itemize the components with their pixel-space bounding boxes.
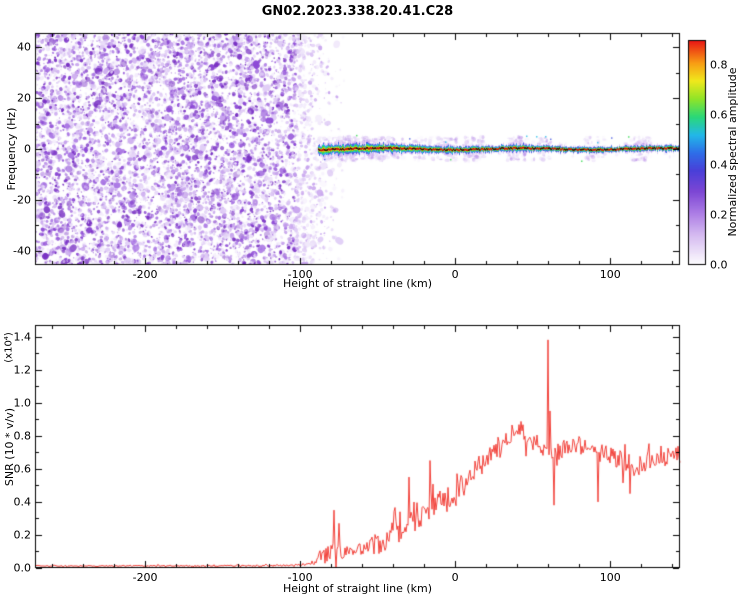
spectrogram-y-tick-label: 20 [17, 91, 31, 105]
spectrogram-y-tick-label: -20 [13, 193, 31, 207]
spectrogram-x-tick-label: 100 [599, 268, 621, 281]
snr-y-tick-label: 0.6 [13, 462, 32, 476]
spectrogram-x-tick-label: -200 [132, 268, 158, 281]
spectrogram-xlabel: Height of straight line (km) [282, 277, 433, 290]
snr-y-tick-label: 0.4 [13, 495, 32, 509]
colorbar-tick-label: 0.0 [710, 258, 728, 272]
spectrogram-x-tick-label: 0 [451, 268, 459, 281]
colorbar-tick-label: 0.8 [710, 58, 728, 72]
snr-xlabel: Height of straight line (km) [282, 582, 433, 595]
snr-y-tick-label: 1.2 [13, 363, 32, 377]
snr-y-tick-label: 1.0 [13, 396, 32, 410]
snr-x-tick-label: -100 [287, 571, 313, 584]
snr-x-tick-label: 100 [599, 571, 621, 584]
figure-title: GN02.2023.338.20.41.C28 [261, 4, 454, 19]
spectrogram-y-tick-label: 0 [24, 142, 31, 156]
snr-x-tick-label: 0 [451, 571, 459, 584]
spectrogram-y-tick-label: -40 [13, 244, 31, 258]
snr-y-tick-label: 1.4 [13, 330, 32, 344]
spectrogram-y-tick-label: 40 [17, 40, 31, 54]
colorbar-tick-label: 0.2 [710, 208, 728, 222]
snr-x-tick-label: -200 [132, 571, 158, 584]
snr-y-tick-label: 0.0 [13, 561, 32, 575]
snr-y-tick-label: 0.2 [13, 528, 32, 542]
colorbar-tick-label: 0.6 [710, 108, 728, 122]
colorbar-tick-label: 0.4 [710, 158, 728, 172]
spectrogram-x-tick-label: -100 [287, 268, 313, 281]
snr-y-tick-label: 0.8 [13, 429, 32, 443]
